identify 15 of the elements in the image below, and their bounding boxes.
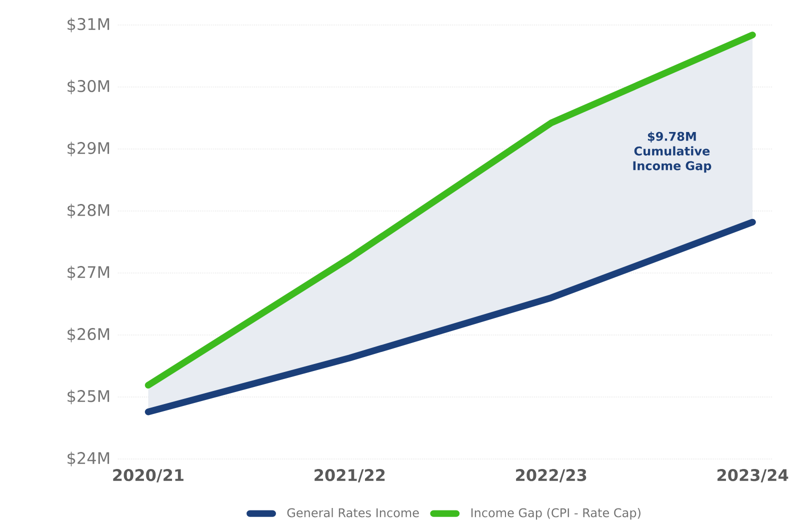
y-tick-label: $29M (68, 142, 110, 156)
y-tick-label: $27M (68, 266, 110, 280)
x-tick-label: 2023/24 (717, 469, 788, 482)
y-tick-label: $31M (68, 18, 110, 32)
x-tick-label: 2022/23 (516, 469, 586, 482)
legend-label: Income Gap (CPI - Rate Cap) (471, 508, 640, 520)
y-tick-label: $24M (68, 452, 110, 466)
y-tick-label: $26M (68, 328, 110, 342)
y-tick-label: $30M (68, 80, 110, 94)
x-tick-label: 2020/21 (113, 469, 184, 482)
x-tick-label: 2021/22 (314, 469, 385, 482)
y-tick-label: $28M (68, 204, 110, 218)
legend-label: General Rates Income (287, 508, 419, 518)
annotation: $9.78M Cumulative Income Gap (633, 132, 712, 173)
y-tick-label: $25M (68, 390, 110, 404)
